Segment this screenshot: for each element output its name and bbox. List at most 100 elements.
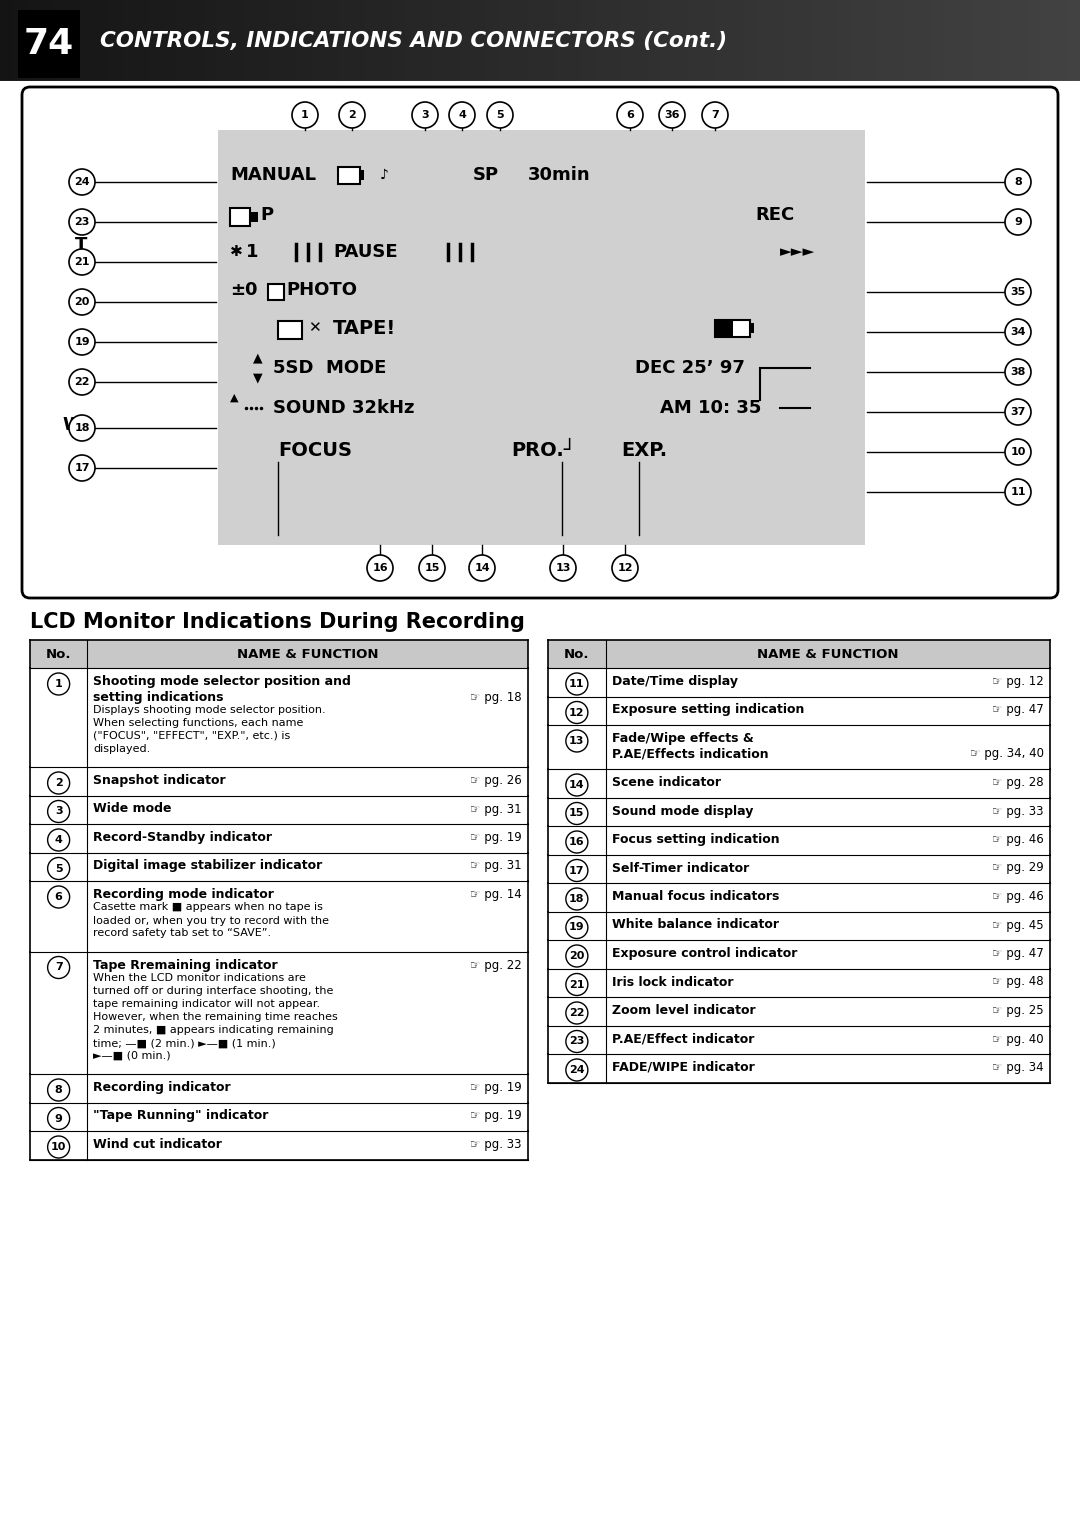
Text: 16: 16	[373, 563, 388, 573]
Bar	[30, 1102, 528, 1131]
Circle shape	[449, 103, 475, 127]
Text: 23: 23	[75, 218, 90, 227]
Text: 24: 24	[75, 176, 90, 187]
Text: ("FOCUS", "EFFECT", "EXP.", etc.) is: ("FOCUS", "EFFECT", "EXP.", etc.) is	[93, 731, 291, 740]
Text: NAME & FUNCTION: NAME & FUNCTION	[757, 647, 899, 661]
Circle shape	[550, 555, 576, 581]
Circle shape	[659, 103, 685, 127]
Text: 22: 22	[569, 1009, 584, 1018]
Text: 5SD  MODE: 5SD MODE	[273, 359, 387, 377]
Bar	[905, 0, 919, 81]
Circle shape	[48, 957, 69, 978]
Circle shape	[566, 774, 588, 796]
Bar	[391, 0, 406, 81]
Bar	[257, 0, 271, 81]
Circle shape	[566, 730, 588, 753]
Text: Recording indicator: Recording indicator	[93, 1081, 231, 1095]
Text: ☞ pg. 46: ☞ pg. 46	[993, 891, 1044, 903]
Bar	[1039, 0, 1054, 81]
Bar	[405, 0, 419, 81]
Circle shape	[1005, 169, 1031, 195]
Text: 17: 17	[569, 866, 584, 875]
Bar	[278, 320, 302, 339]
Text: ☞ pg. 29: ☞ pg. 29	[993, 862, 1044, 874]
Text: ☞ pg. 33: ☞ pg. 33	[471, 1137, 522, 1151]
Bar	[824, 0, 838, 81]
Bar	[297, 0, 311, 81]
Text: EXP.: EXP.	[621, 440, 667, 460]
Text: 11: 11	[569, 679, 584, 688]
Circle shape	[48, 773, 69, 794]
Bar	[338, 167, 360, 184]
Text: PAUSE: PAUSE	[333, 244, 397, 261]
Text: SP: SP	[473, 166, 499, 184]
Bar	[635, 0, 649, 81]
Bar	[365, 0, 379, 81]
Circle shape	[69, 415, 95, 442]
Text: 13: 13	[555, 563, 570, 573]
Text: ☞ pg. 48: ☞ pg. 48	[993, 975, 1044, 989]
Text: DEC 25’ 97: DEC 25’ 97	[635, 359, 745, 377]
Bar	[30, 952, 528, 1075]
Text: 8: 8	[1014, 176, 1022, 187]
Text: SOUND 32kHz: SOUND 32kHz	[273, 399, 415, 417]
Bar	[203, 0, 217, 81]
Bar	[661, 0, 676, 81]
Text: 18: 18	[75, 423, 90, 432]
Text: 35: 35	[1011, 287, 1026, 297]
Text: 21: 21	[75, 258, 90, 267]
Bar	[218, 130, 865, 546]
Text: ☞ pg. 28: ☞ pg. 28	[993, 776, 1044, 789]
Bar	[756, 0, 770, 81]
Text: 19: 19	[569, 923, 584, 932]
Text: Casette mark ■ appears when no tape is: Casette mark ■ appears when no tape is	[93, 903, 323, 912]
Text: 74: 74	[24, 28, 75, 61]
Bar	[486, 0, 500, 81]
Bar	[378, 0, 392, 81]
Bar	[548, 696, 1050, 725]
Bar	[648, 0, 662, 81]
Text: record safety tab set to “SAVE”.: record safety tab set to “SAVE”.	[93, 929, 271, 938]
Bar	[548, 639, 1050, 668]
Bar	[459, 0, 473, 81]
Text: ☞ pg. 25: ☞ pg. 25	[993, 1004, 1044, 1016]
Text: "Tape Running" indicator: "Tape Running" indicator	[93, 1110, 269, 1122]
Bar	[715, 0, 730, 81]
Text: 11: 11	[1010, 487, 1026, 497]
Text: turned off or during interface shooting, the: turned off or during interface shooting,…	[93, 986, 334, 996]
Text: ☞ pg. 31: ☞ pg. 31	[471, 802, 522, 816]
Text: Snapshot indicator: Snapshot indicator	[93, 774, 226, 786]
Circle shape	[566, 673, 588, 694]
Bar	[1026, 0, 1040, 81]
Bar	[548, 668, 1050, 696]
Text: 14: 14	[474, 563, 490, 573]
Text: ▼: ▼	[253, 371, 262, 385]
Bar	[229, 0, 244, 81]
Bar	[67, 0, 82, 81]
Bar	[1053, 0, 1067, 81]
Text: 15: 15	[424, 563, 440, 573]
Text: 24: 24	[569, 1065, 584, 1075]
Bar	[769, 0, 784, 81]
Text: 9: 9	[1014, 218, 1022, 227]
Text: 2: 2	[55, 779, 63, 788]
Bar	[419, 0, 433, 81]
Text: 17: 17	[75, 463, 90, 474]
Bar	[268, 284, 284, 300]
Bar	[797, 0, 811, 81]
Bar	[135, 0, 149, 81]
Text: ☞ pg. 14: ☞ pg. 14	[470, 888, 522, 901]
Circle shape	[69, 330, 95, 356]
Bar	[121, 0, 136, 81]
Text: 6: 6	[55, 892, 63, 901]
Bar	[675, 0, 689, 81]
Text: T: T	[75, 236, 87, 254]
Text: Sound mode display: Sound mode display	[611, 805, 753, 817]
Bar	[95, 0, 109, 81]
Bar	[689, 0, 703, 81]
Text: W: W	[62, 415, 82, 434]
Text: 18: 18	[569, 894, 584, 904]
Text: FOCUS: FOCUS	[278, 440, 352, 460]
Text: Date/Time display: Date/Time display	[611, 675, 738, 688]
Text: P.AE/Effects indication: P.AE/Effects indication	[611, 748, 768, 760]
